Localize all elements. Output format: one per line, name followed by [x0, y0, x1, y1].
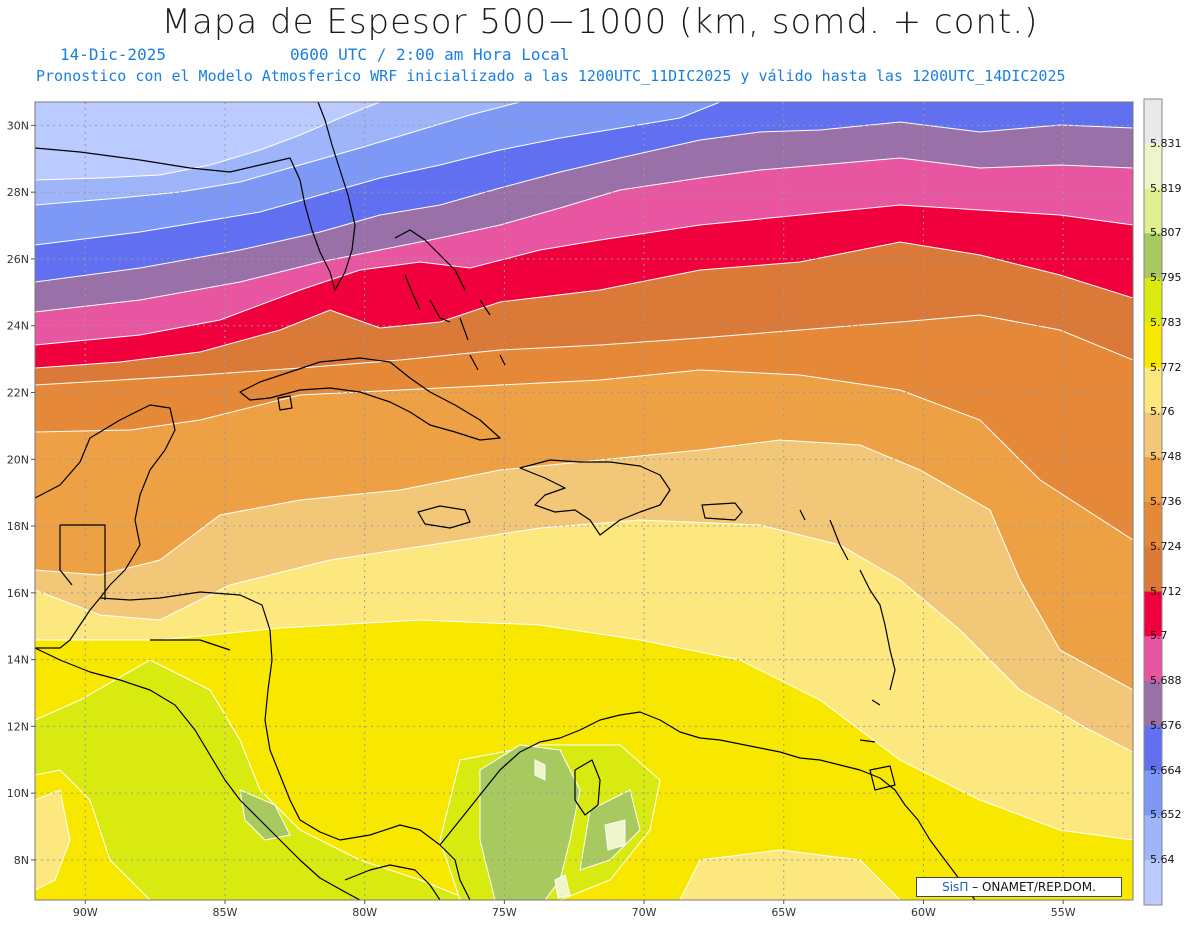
colombia-venezuela-coast — [439, 711, 976, 900]
colorbar-swatch — [1144, 412, 1162, 458]
colorbar-label: 5.652 — [1150, 808, 1182, 822]
colorbar-label: 5.7 — [1150, 629, 1168, 643]
credit-box: SisΠ – ONAMET/REP.DOM. — [916, 877, 1122, 897]
forecast-time: 0600 UTC / 2:00 am Hora Local — [290, 45, 570, 64]
colorbar-label: 5.748 — [1150, 450, 1182, 464]
lon-label: 75W — [492, 906, 517, 919]
colorbar-label: 5.64 — [1150, 853, 1175, 867]
colorbar-swatch — [1144, 99, 1162, 145]
colorbar-label: 5.831 — [1150, 136, 1182, 150]
lon-label: 85W — [213, 906, 238, 919]
lat-label: 12N — [7, 720, 29, 733]
lon-label: 70W — [632, 906, 657, 919]
colorbar-label: 5.772 — [1150, 360, 1182, 374]
thickness-field — [35, 102, 1133, 900]
honduras-nicaragua-coast — [99, 591, 471, 900]
lat-label: 10N — [7, 787, 29, 800]
colorbar-label: 5.676 — [1150, 718, 1182, 732]
colorbar-label: 5.76 — [1150, 405, 1175, 419]
nicaragua-border — [150, 639, 231, 651]
colorbar-label: 5.712 — [1150, 584, 1182, 598]
colorbar-swatch — [1144, 143, 1162, 190]
lake-maracaibo — [574, 759, 601, 816]
colorbar-swatch — [1144, 725, 1162, 772]
band-5819-spots — [534, 759, 626, 899]
lat-label: 22N — [7, 386, 29, 399]
lat-label: 28N — [7, 186, 29, 199]
lat-label: 14N — [7, 654, 29, 667]
credit-org: – ONAMET/REP.DOM. — [972, 880, 1096, 894]
lat-label: 18N — [7, 520, 29, 533]
map-frame — [34, 101, 1134, 901]
forecast-date: 14-Dic-2025 — [60, 45, 166, 64]
mexico-border — [59, 524, 106, 600]
colorbar-label: 5.664 — [1150, 763, 1182, 777]
model-info: Pronostico con el Modelo Atmosferico WRF… — [36, 67, 1066, 85]
colorbar-swatch — [1144, 233, 1162, 279]
colorbar-swatch — [1144, 367, 1162, 413]
colorbar-swatch — [1144, 188, 1162, 234]
band-5760-south — [679, 849, 901, 900]
yucatan-central-america — [35, 404, 176, 649]
florida-coast — [35, 102, 356, 291]
colorbar — [1143, 98, 1163, 906]
trinidad — [869, 765, 896, 791]
colorbar-swatch — [1144, 770, 1162, 816]
colorbar-swatch — [1144, 322, 1162, 369]
panama-isthmus — [344, 864, 441, 900]
band-5795-left — [35, 659, 471, 900]
colorbar-frame — [1143, 98, 1163, 906]
lat-label: 20N — [7, 453, 29, 466]
colorbar-swatch — [1144, 502, 1162, 548]
colorbar-swatch — [1144, 860, 1162, 906]
colorbar-label: 5.807 — [1150, 226, 1182, 240]
colorbar-swatch — [1144, 278, 1162, 324]
hispaniola-coast — [519, 459, 671, 536]
colorbar-swatch — [1144, 636, 1162, 682]
colorbar-swatch — [1144, 546, 1162, 593]
longitude-labels: 90W 85W 80W 75W 70W 65W 60W 55W — [73, 900, 1076, 919]
jamaica-coast — [417, 505, 471, 529]
band-5640 — [35, 102, 381, 181]
sispi-logo-text: SisΠ — [942, 880, 969, 894]
colorbar-label: 5.783 — [1150, 315, 1182, 329]
colorbar-label: 5.795 — [1150, 271, 1182, 285]
colorbar-label: 5.688 — [1150, 674, 1182, 688]
colorbar-label: 5.724 — [1150, 539, 1182, 553]
band-5760-pacific — [35, 789, 71, 891]
colorbar-swatch — [1144, 457, 1162, 503]
colorbar-label: 5.819 — [1150, 181, 1182, 195]
central-america-pacific — [35, 647, 361, 900]
colorbar-swatch — [1144, 591, 1162, 637]
isla-juventud — [277, 395, 293, 411]
colorbar-swatch — [1144, 815, 1162, 861]
cuba-coast — [239, 357, 501, 441]
graticule — [35, 102, 1133, 900]
lon-label: 55W — [1051, 906, 1076, 919]
lon-label: 90W — [73, 906, 98, 919]
lat-label: 8N — [14, 854, 29, 867]
lesser-antilles — [799, 509, 896, 743]
latitude-labels: 30N 28N 26N 24N 22N 20N 18N 16N 14N 12N 10N 8N — [7, 119, 35, 867]
colorbar-label: 5.736 — [1150, 495, 1182, 508]
lat-label: 30N — [7, 119, 29, 132]
colorbar-swatch — [1144, 681, 1162, 727]
bahamas — [394, 229, 506, 371]
lat-label: 26N — [7, 253, 29, 266]
lat-label: 24N — [7, 320, 29, 333]
lat-label: 16N — [7, 587, 29, 600]
lon-label: 65W — [771, 906, 796, 919]
puerto-rico-coast — [701, 502, 743, 521]
lon-label: 80W — [352, 906, 377, 919]
map-title: Mapa de Espesor 500−1000 (km, somd. + co… — [161, 2, 1039, 42]
lon-label: 60W — [911, 906, 936, 919]
coastlines — [35, 102, 976, 900]
